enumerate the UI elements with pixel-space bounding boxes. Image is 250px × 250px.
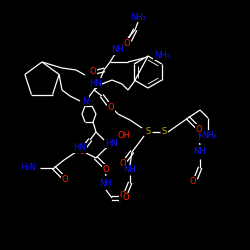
Text: NH: NH	[112, 46, 124, 54]
Text: O: O	[123, 194, 129, 202]
Text: O: O	[79, 146, 85, 156]
Text: HN: HN	[74, 144, 86, 152]
Text: NH₂: NH₂	[197, 134, 213, 142]
Text: O: O	[120, 158, 126, 168]
Text: NH: NH	[124, 166, 136, 174]
Text: HN: HN	[106, 138, 118, 147]
Text: O: O	[62, 174, 68, 184]
Text: O: O	[103, 164, 109, 173]
Text: O: O	[190, 176, 196, 186]
Text: NH: NH	[100, 178, 112, 188]
Text: S: S	[162, 128, 166, 136]
Text: N: N	[82, 96, 88, 106]
Text: O: O	[120, 192, 126, 200]
Text: HN: HN	[88, 78, 102, 88]
Text: O: O	[90, 68, 96, 76]
Text: NH₂: NH₂	[130, 12, 146, 22]
Text: NH₂: NH₂	[203, 130, 217, 140]
Text: O: O	[124, 38, 130, 48]
Text: S: S	[146, 128, 150, 136]
Text: O: O	[108, 102, 114, 112]
Text: H₂N: H₂N	[20, 164, 36, 172]
Text: OH: OH	[118, 132, 130, 140]
Text: NH₂: NH₂	[154, 50, 170, 59]
Text: O: O	[196, 124, 202, 134]
Text: NH: NH	[194, 148, 206, 156]
